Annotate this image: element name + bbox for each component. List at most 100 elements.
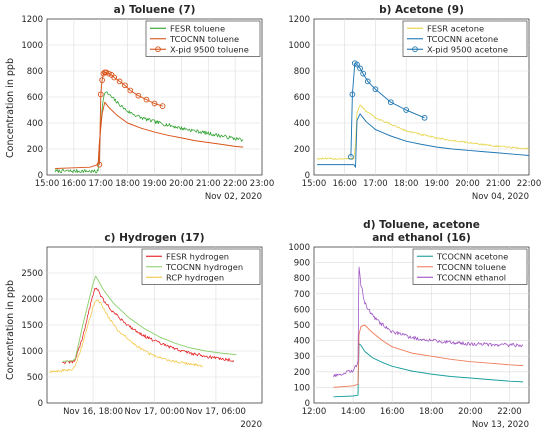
y-tick-label-c-4: 2000 — [21, 295, 43, 305]
data-point-a-2-11 — [127, 87, 134, 94]
data-point-a-2-2 — [99, 77, 105, 83]
panel-b: b) Acetone (9) 0 200 400 600 800 1000 1200 15:00… — [288, 4, 541, 202]
data-point-b-2-4 — [357, 65, 363, 72]
x-tick-label-b-7: 22:00 — [517, 179, 542, 189]
legend-box-b — [402, 20, 528, 57]
y-tick-label-a-4: 800 — [27, 67, 43, 77]
x-tick-label-c-2: Nov 17, 06:00 — [186, 407, 246, 417]
y-tick-label-d-3: 300 — [294, 352, 310, 362]
x-tick-label-d-2: 16:00 — [380, 407, 405, 417]
y-tick-label-d-5: 500 — [294, 321, 310, 331]
data-point-b-2-0 — [348, 153, 354, 160]
data-point-b-2-8 — [387, 99, 394, 106]
y-tick-label-d-8: 800 — [294, 274, 310, 284]
y-tick-label-c-3: 1500 — [21, 321, 43, 331]
y-tick-label-b-2: 400 — [294, 119, 310, 129]
x-tick-label-a-3: 18:00 — [115, 179, 140, 189]
date-label-b: Nov 04, 2020 — [472, 192, 529, 202]
series-line-d-2 — [333, 266, 524, 378]
series-line-a-2 — [98, 71, 163, 165]
data-point-a-2-1 — [97, 91, 104, 98]
legend-marker-a-2 — [155, 46, 161, 53]
x-tick-label-a-1: 16:00 — [62, 179, 87, 189]
series-line-a-0 — [54, 91, 244, 174]
series-line-b-0 — [316, 104, 529, 160]
y-tick-label-c-2: 1000 — [21, 347, 43, 357]
x-tick-label-b-1: 16:00 — [332, 179, 357, 189]
data-point-b-2-3 — [354, 61, 360, 68]
plot-area: a) Toluene (7)02004006008001000120015:00… — [21, 4, 541, 430]
y-tick-label-a-1: 200 — [27, 145, 43, 155]
y-tick-label-b-6: 1200 — [288, 15, 310, 25]
x-tick-label-b-6: 21:00 — [486, 179, 511, 189]
x-tick-label-a-6: 21:00 — [196, 179, 221, 189]
legend-label-b-0: FESR acetone — [427, 23, 484, 33]
series-line-d-1 — [333, 324, 524, 388]
x-tick-label-b-5: 20:00 — [455, 179, 480, 189]
data-point-b-2-9 — [403, 107, 409, 113]
panel-c: c) Hydrogen (17) 0 500 1000 1500 2000 2500 Nov … — [21, 232, 263, 430]
legend-label-a-0: FESR toluene — [170, 23, 225, 33]
y-tick-label-b-5: 1000 — [288, 41, 310, 51]
y-tick-label-d-10: 1000 — [288, 243, 310, 253]
x-tick-label-a-5: 20:00 — [169, 179, 194, 189]
series-line-c-1 — [62, 275, 237, 362]
data-point-a-2-5 — [103, 69, 109, 76]
y-tick-label-a-6: 1200 — [21, 15, 43, 25]
x-tick-label-d-4: 20:00 — [458, 407, 483, 417]
data-point-b-2-5 — [360, 70, 366, 77]
y-tick-label-a-2: 400 — [27, 119, 43, 129]
legend-label-d-2: TCOCNN ethanol — [436, 272, 506, 282]
x-tick-label-c-0: Nov 16, 18:00 — [63, 407, 123, 417]
data-point-a-2-0 — [96, 161, 103, 168]
legend-label-d-0: TCOCNN acetone — [436, 251, 508, 261]
legend-label-a-1: TCOCNN toluene — [169, 34, 239, 44]
chart-title-c: c) Hydrogen (17) — [104, 232, 204, 244]
x-tick-label-b-2: 17:00 — [363, 179, 388, 189]
y-tick-label-d-2: 200 — [294, 368, 310, 378]
x-tick-label-a-7: 22:00 — [223, 179, 248, 189]
legend-label-d-1: TCOCNN toluene — [436, 262, 506, 272]
legend-label-b-1: TCOCNN acetone — [426, 34, 498, 44]
series-group-d — [333, 266, 524, 398]
series-line-c-0 — [62, 287, 235, 364]
y-tick-label-c-1: 500 — [27, 373, 43, 383]
legend-label-a-2: X-pid 9500 toluene — [170, 44, 249, 54]
y-tick-label-d-0: 0 — [305, 399, 310, 409]
data-point-a-2-8 — [111, 74, 118, 81]
series-group-c — [49, 275, 237, 374]
legend-box-a — [145, 20, 261, 57]
data-point-a-2-14 — [151, 100, 158, 107]
chart-title-b: b) Acetone (9) — [379, 4, 464, 16]
x-tick-label-d-3: 18:00 — [419, 407, 444, 417]
series-group-b — [316, 60, 529, 168]
data-point-b-2-6 — [364, 78, 371, 85]
data-point-a-2-3 — [100, 70, 107, 77]
data-point-b-2-7 — [372, 86, 379, 93]
y-tick-label-b-0: 0 — [305, 171, 310, 181]
chart-title-d-1: d) Toluene, acetone — [363, 219, 480, 231]
x-tick-label-a-8: 23:00 — [250, 179, 275, 189]
y-tick-label-b-1: 200 — [294, 145, 310, 155]
y-tick-label-a-0: 0 — [38, 171, 43, 181]
y-tick-label-d-7: 700 — [294, 290, 310, 300]
y-tick-label-c-0: 0 — [38, 399, 43, 409]
series-group-a — [54, 69, 244, 174]
legend-label-c-1: TCOCNN hydrogen — [165, 262, 243, 272]
y-tick-label-d-4: 400 — [294, 337, 310, 347]
y-tick-label-a-3: 600 — [27, 93, 43, 103]
x-tick-label-b-0: 15:00 — [302, 179, 327, 189]
data-point-a-2-12 — [135, 92, 142, 99]
data-point-a-2-15 — [159, 103, 166, 109]
series-line-b-2 — [350, 62, 425, 157]
series-line-b-1 — [317, 113, 529, 168]
y-axis-label-bottom: Concentration in ppb — [5, 280, 16, 380]
date-label-c: 2020 — [240, 420, 262, 430]
y-tick-label-a-5: 1000 — [21, 41, 43, 51]
x-tick-label-d-1: 14:00 — [341, 407, 366, 417]
